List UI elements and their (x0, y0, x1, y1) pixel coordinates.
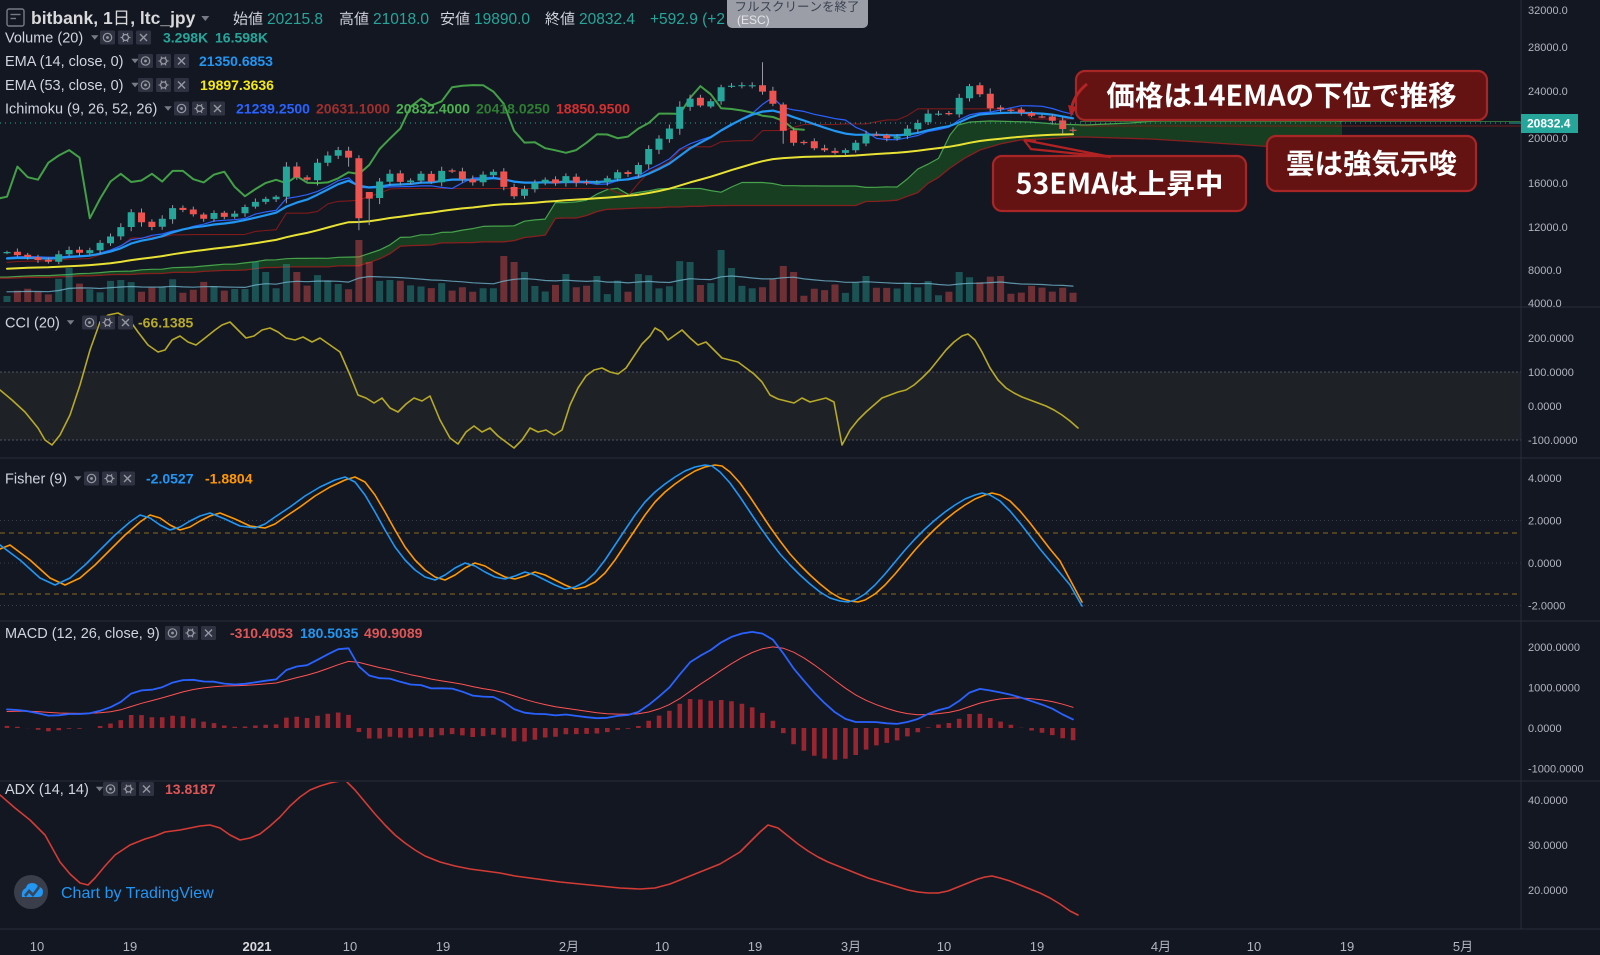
svg-text:2000.0000: 2000.0000 (1528, 642, 1580, 654)
svg-text:40.0000: 40.0000 (1528, 795, 1568, 807)
svg-text:-2.0527: -2.0527 (146, 471, 194, 487)
svg-text:-1.8804: -1.8804 (205, 471, 253, 487)
svg-text:Volume (20): Volume (20) (5, 31, 83, 47)
svg-text:19897.3636: 19897.3636 (200, 77, 274, 93)
svg-text:MACD (12, 26, close, 9): MACD (12, 26, close, 9) (5, 626, 160, 642)
svg-text:4: 4 (1151, 939, 1158, 954)
svg-text:20832.4000: 20832.4000 (396, 101, 470, 117)
svg-text:10: 10 (655, 939, 669, 954)
svg-text:-100.0000: -100.0000 (1528, 435, 1578, 447)
svg-text:(ESC): (ESC) (737, 13, 770, 27)
svg-text:3: 3 (841, 939, 848, 954)
svg-text:12000.0: 12000.0 (1528, 222, 1568, 234)
svg-text:19: 19 (1340, 939, 1354, 954)
svg-text:28000.0: 28000.0 (1528, 42, 1568, 54)
svg-text:10: 10 (30, 939, 44, 954)
svg-text:100.0000: 100.0000 (1528, 367, 1574, 379)
svg-text:19: 19 (748, 939, 762, 954)
svg-text:0.0000: 0.0000 (1528, 401, 1562, 413)
svg-text:Ichimoku (9, 26, 52, 26): Ichimoku (9, 26, 52, 26) (5, 102, 157, 118)
svg-text:bitbank, 1: bitbank, 1 (31, 8, 113, 28)
svg-text:20.0000: 20.0000 (1528, 885, 1568, 897)
svg-text:10: 10 (1247, 939, 1261, 954)
svg-text:19: 19 (1030, 939, 1044, 954)
svg-text:19890.0: 19890.0 (474, 11, 530, 28)
svg-text:180.5035: 180.5035 (300, 625, 359, 641)
svg-text:20418.0250: 20418.0250 (476, 101, 550, 117)
svg-text:, ltc_jpy: , ltc_jpy (130, 8, 195, 28)
svg-text:21018.0: 21018.0 (373, 11, 429, 28)
svg-text:20631.1000: 20631.1000 (316, 101, 390, 117)
svg-text:EMA (14, close, 0): EMA (14, close, 0) (5, 54, 123, 70)
svg-text:19: 19 (436, 939, 450, 954)
svg-text:4.0000: 4.0000 (1528, 473, 1562, 485)
svg-text:16.598K: 16.598K (215, 30, 268, 46)
svg-text:EMA (53, close, 0): EMA (53, close, 0) (5, 78, 123, 94)
svg-text:21350.6853: 21350.6853 (199, 53, 273, 69)
svg-text:3.298K: 3.298K (163, 30, 208, 46)
svg-text:-2.0000: -2.0000 (1528, 600, 1565, 612)
svg-text:490.9089: 490.9089 (364, 625, 423, 641)
svg-text:200.0000: 200.0000 (1528, 333, 1574, 345)
svg-text:+592.9 (+2: +592.9 (+2 (650, 11, 725, 28)
svg-text:32000.0: 32000.0 (1528, 5, 1568, 17)
svg-text:24000.0: 24000.0 (1528, 86, 1568, 98)
svg-text:CCI (20): CCI (20) (5, 316, 60, 332)
svg-text:10: 10 (937, 939, 951, 954)
svg-text:2021: 2021 (243, 939, 272, 954)
svg-text:1000.0000: 1000.0000 (1528, 682, 1580, 694)
svg-text:4000.0: 4000.0 (1528, 298, 1562, 310)
svg-text:19: 19 (123, 939, 137, 954)
svg-text:5: 5 (1453, 939, 1460, 954)
svg-text:20832.4: 20832.4 (1527, 117, 1571, 131)
svg-text:-66.1385: -66.1385 (138, 315, 193, 331)
svg-text:18850.9500: 18850.9500 (556, 101, 630, 117)
svg-text:20000.0: 20000.0 (1528, 133, 1568, 145)
svg-text:30.0000: 30.0000 (1528, 840, 1568, 852)
svg-text:ADX (14, 14): ADX (14, 14) (5, 782, 89, 798)
svg-text:-310.4053: -310.4053 (230, 625, 293, 641)
svg-text:10: 10 (343, 939, 357, 954)
svg-text:0.0000: 0.0000 (1528, 558, 1562, 570)
svg-text:8000.0: 8000.0 (1528, 265, 1562, 277)
svg-text:Chart by TradingView: Chart by TradingView (61, 885, 214, 902)
svg-text:Fisher (9): Fisher (9) (5, 472, 67, 488)
svg-text:0.0000: 0.0000 (1528, 723, 1562, 735)
svg-text:20832.4: 20832.4 (579, 11, 635, 28)
svg-text:16000.0: 16000.0 (1528, 178, 1568, 190)
svg-text:20215.8: 20215.8 (267, 11, 323, 28)
svg-text:2: 2 (559, 939, 566, 954)
svg-text:21239.2500: 21239.2500 (236, 101, 310, 117)
svg-text:2.0000: 2.0000 (1528, 515, 1562, 527)
svg-text:13.8187: 13.8187 (165, 781, 216, 797)
svg-text:-1000.0000: -1000.0000 (1528, 763, 1584, 775)
